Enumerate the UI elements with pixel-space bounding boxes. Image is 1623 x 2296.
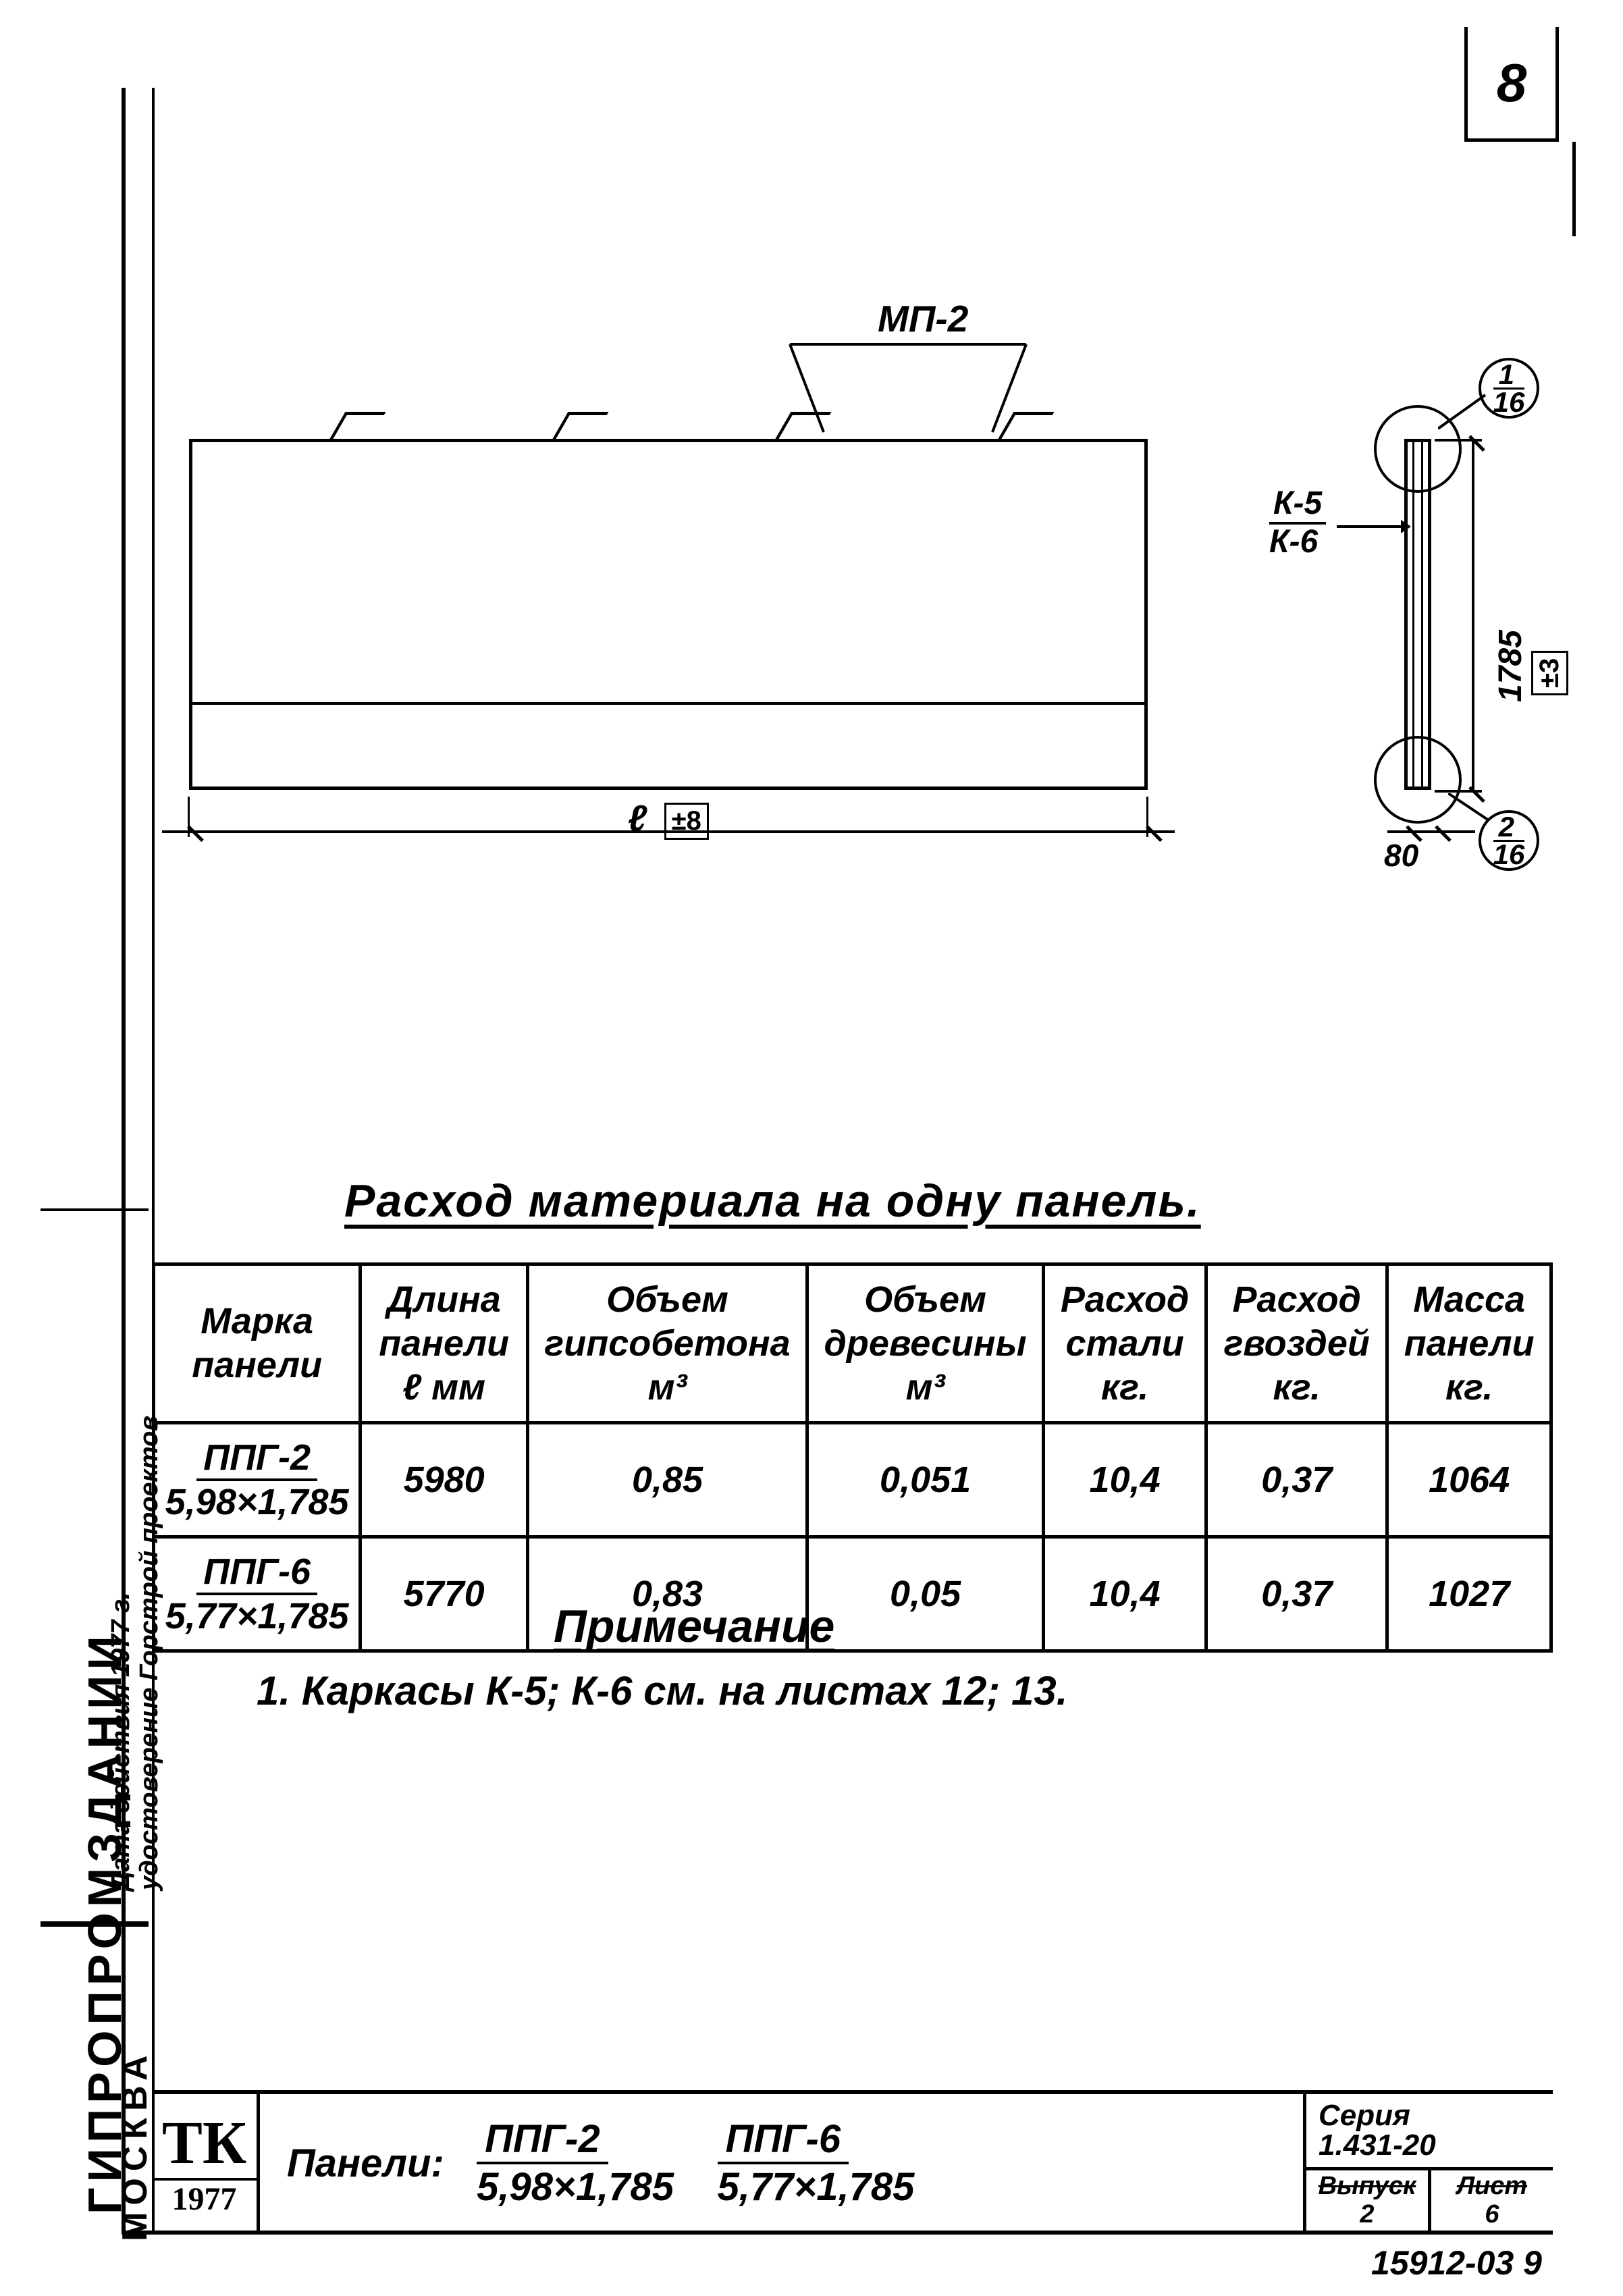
corner-tick <box>1555 142 1576 236</box>
cell-mark: ППГ-2 5,98×1,785 <box>154 1423 361 1537</box>
k-bot: К-6 <box>1269 524 1318 560</box>
sidebar-stamp: удостоверение Горстрой проектов <box>135 1416 164 1890</box>
lift-loop <box>552 412 608 439</box>
mark-bot: 5,77×1,785 <box>162 1595 352 1637</box>
vypusk-cell: Выпуск 2 <box>1306 2170 1431 2233</box>
th-mass: Масса панели кг. <box>1387 1264 1551 1423</box>
list-cell: Лист 6 <box>1431 2170 1553 2233</box>
balloon-bot: 16 <box>1493 390 1525 415</box>
length-symbol: ℓ <box>628 797 647 839</box>
panel-frac-1: ППГ-2 5,98×1,785 <box>477 2116 674 2210</box>
k-fraction: К-5 К-6 <box>1269 486 1326 560</box>
table-header-row: Марка панели Длина панели ℓ мм Объем гип… <box>154 1264 1551 1423</box>
series-label: Серия <box>1319 2101 1541 2131</box>
cell: 1064 <box>1387 1423 1551 1537</box>
width-dim: 80 <box>1384 837 1418 874</box>
note-line: 1. Каркасы К-5; К-6 см. на листах 12; 13… <box>257 1667 1472 1714</box>
mark-top: ППГ-2 <box>196 1437 317 1481</box>
panel-elevation <box>189 439 1148 790</box>
th-nails: Расход гвоздей кг. <box>1206 1264 1387 1423</box>
table-row: ППГ-6 5,77×1,785 5770 0,83 0,05 10,4 0,3… <box>154 1537 1551 1651</box>
cell-mark: ППГ-6 5,77×1,785 <box>154 1537 361 1651</box>
drawing-area: МП-2 ℓ ±8 1 16 <box>189 338 1512 878</box>
material-table: Марка панели Длина панели ℓ мм Объем гип… <box>152 1262 1553 1653</box>
cell: 10,4 <box>1044 1537 1206 1651</box>
cell: 0,37 <box>1206 1537 1387 1651</box>
panels-label: Панели: <box>287 2141 444 2186</box>
vypusk-label: Выпуск <box>1319 2172 1416 2201</box>
th-mark: Марка панели <box>154 1264 361 1423</box>
th-vol-concrete: Объем гипсобетона м³ <box>527 1264 807 1423</box>
list-num: 6 <box>1485 2201 1499 2229</box>
balloon-bot: 16 <box>1493 842 1525 867</box>
tk-cell: ТК 1977 <box>152 2094 260 2232</box>
dim-tick <box>1422 825 1451 853</box>
balloon-leader <box>1438 392 1492 432</box>
lift-loop <box>329 412 385 439</box>
k-top: К-5 <box>1269 486 1326 525</box>
balloon-top: 1 <box>1493 362 1525 390</box>
note-title: Примечание <box>554 1600 834 1653</box>
p2-bot: 5,77×1,785 <box>718 2165 915 2209</box>
p1-bot: 5,98×1,785 <box>477 2165 674 2209</box>
panel-inner-line <box>189 702 1148 705</box>
title-block: ТК 1977 Панели: ППГ-2 5,98×1,785 ППГ-6 5… <box>152 2090 1553 2232</box>
th-vol-wood: Объем древесины м³ <box>807 1264 1044 1423</box>
k-leader <box>1337 506 1411 547</box>
dim-tick <box>1134 825 1162 853</box>
mark-top: ППГ-6 <box>196 1551 317 1595</box>
issue-sheet-row: Выпуск 2 Лист 6 <box>1306 2170 1553 2233</box>
cell: 5980 <box>361 1423 528 1537</box>
table-row: ППГ-2 5,98×1,785 5980 0,85 0,051 10,4 0,… <box>154 1423 1551 1537</box>
p2-top: ППГ-6 <box>718 2116 849 2164</box>
table-body: ППГ-2 5,98×1,785 5980 0,85 0,051 10,4 0,… <box>154 1423 1551 1651</box>
th-length: Длина панели ℓ мм <box>361 1264 528 1423</box>
mp-label: МП-2 <box>878 297 968 340</box>
series-num: 1.431-20 <box>1319 2131 1541 2160</box>
height-value: 1785 <box>1493 630 1528 702</box>
th-steel: Расход стали кг. <box>1044 1264 1206 1423</box>
tk-year: 1977 <box>172 2181 237 2218</box>
cell: 0,85 <box>527 1423 807 1537</box>
mp-leader <box>783 338 1053 446</box>
cell: 5770 <box>361 1537 528 1651</box>
cell: 0,37 <box>1206 1423 1387 1537</box>
series-cell: Серия 1.431-20 <box>1306 2094 1553 2170</box>
sidebar-div <box>41 1924 149 1927</box>
balloon-top: 2 <box>1493 814 1525 842</box>
height-dim: 1785 ±3 <box>1492 630 1568 702</box>
tk-label: ТК <box>152 2108 257 2181</box>
mark-bot: 5,98×1,785 <box>162 1481 352 1523</box>
cell: 0,051 <box>807 1423 1044 1537</box>
table-title: Расход материала на одну панель. <box>344 1175 1201 1227</box>
cell: 1027 <box>1387 1537 1551 1651</box>
vypusk-num: 2 <box>1360 2201 1374 2229</box>
cell: 10,4 <box>1044 1423 1206 1537</box>
cell: 0,05 <box>807 1537 1044 1651</box>
city-label: МОСКВА <box>115 2048 155 2241</box>
page: 8 МП-2 ℓ ±8 <box>0 0 1623 2296</box>
p1-top: ППГ-2 <box>477 2116 608 2164</box>
sidebar-cert: Дата действия 1977 г. <box>107 1593 136 1890</box>
length-label: ℓ ±8 <box>628 797 709 840</box>
list-label: Лист <box>1457 2172 1527 2201</box>
footer-number: 15912-03 9 <box>1371 2243 1542 2282</box>
length-tol: ±8 <box>664 803 709 840</box>
title-mid: Панели: ППГ-2 5,98×1,785 ППГ-6 5,77×1,78… <box>260 2094 1303 2232</box>
title-right: Серия 1.431-20 Выпуск 2 Лист 6 <box>1303 2094 1553 2232</box>
height-dim-line <box>1472 439 1474 790</box>
height-tol: ±3 <box>1531 651 1568 695</box>
panel-frac-2: ППГ-6 5,77×1,785 <box>718 2116 915 2210</box>
